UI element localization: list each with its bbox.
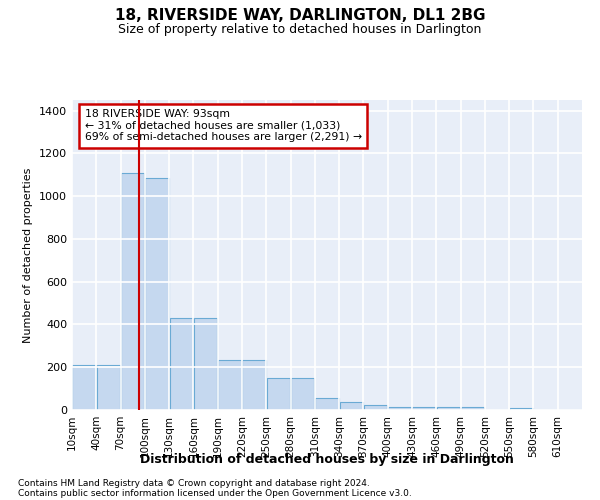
Bar: [266, 378, 290, 410]
Bar: [437, 407, 460, 410]
Bar: [291, 378, 314, 410]
Text: Contains HM Land Registry data © Crown copyright and database right 2024.: Contains HM Land Registry data © Crown c…: [18, 479, 370, 488]
Text: 18, RIVERSIDE WAY, DARLINGTON, DL1 2BG: 18, RIVERSIDE WAY, DARLINGTON, DL1 2BG: [115, 8, 485, 22]
Bar: [315, 398, 339, 410]
Bar: [509, 408, 533, 410]
Bar: [145, 178, 169, 410]
Y-axis label: Number of detached properties: Number of detached properties: [23, 168, 34, 342]
Bar: [364, 404, 388, 410]
Bar: [242, 360, 266, 410]
Bar: [388, 408, 412, 410]
Bar: [340, 402, 363, 410]
Text: 18 RIVERSIDE WAY: 93sqm
← 31% of detached houses are smaller (1,033)
69% of semi: 18 RIVERSIDE WAY: 93sqm ← 31% of detache…: [85, 110, 362, 142]
Bar: [412, 408, 436, 410]
Text: Size of property relative to detached houses in Darlington: Size of property relative to detached ho…: [118, 22, 482, 36]
Bar: [170, 318, 193, 410]
Bar: [194, 318, 217, 410]
Bar: [73, 365, 96, 410]
Bar: [461, 407, 484, 410]
Text: Distribution of detached houses by size in Darlington: Distribution of detached houses by size …: [140, 452, 514, 466]
Bar: [121, 172, 145, 410]
Text: Contains public sector information licensed under the Open Government Licence v3: Contains public sector information licen…: [18, 489, 412, 498]
Bar: [97, 365, 120, 410]
Bar: [218, 360, 242, 410]
